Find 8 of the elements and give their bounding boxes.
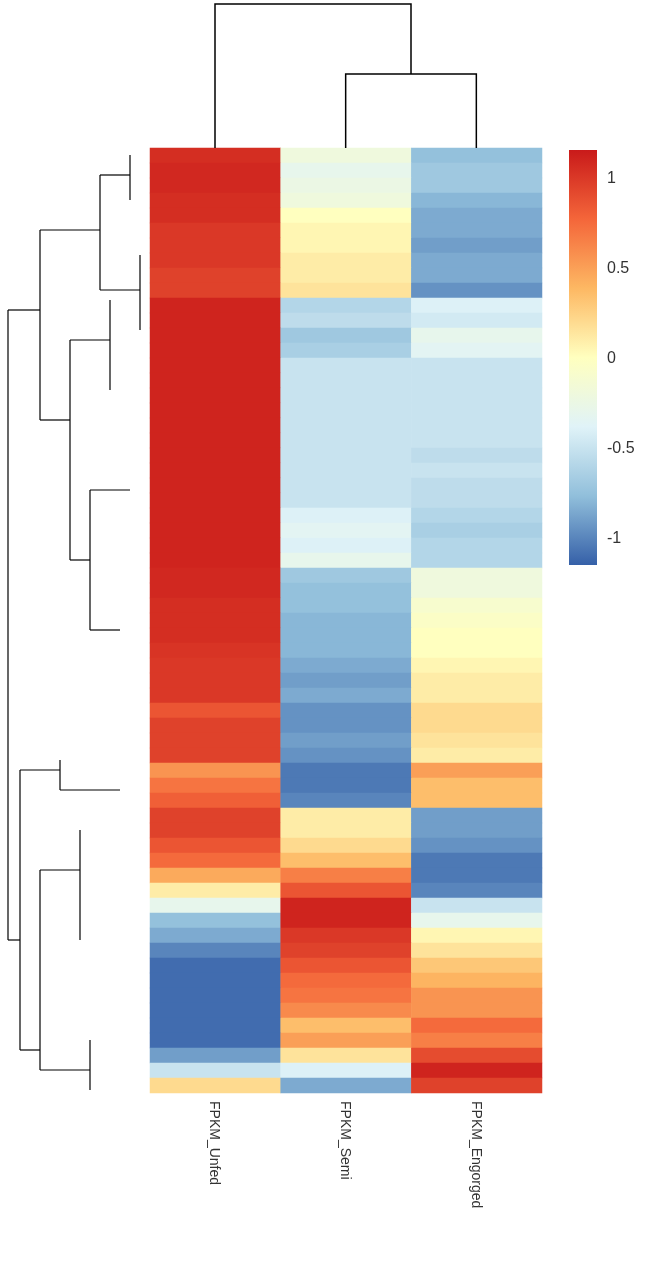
x-tick-label: FPKM_Semi [338, 1101, 354, 1180]
x-tick-label: FPKM_Unfed [207, 1101, 224, 1186]
x-tick-label: FPKM_Engorged [468, 1101, 485, 1209]
color-bar-label: -0.5 [607, 439, 635, 457]
color-bar-label: 0.5 [607, 258, 630, 276]
color-bar-label: 1 [607, 168, 616, 186]
color-bar-label: -1 [607, 529, 622, 547]
color-bar-label: 0 [607, 349, 616, 366]
